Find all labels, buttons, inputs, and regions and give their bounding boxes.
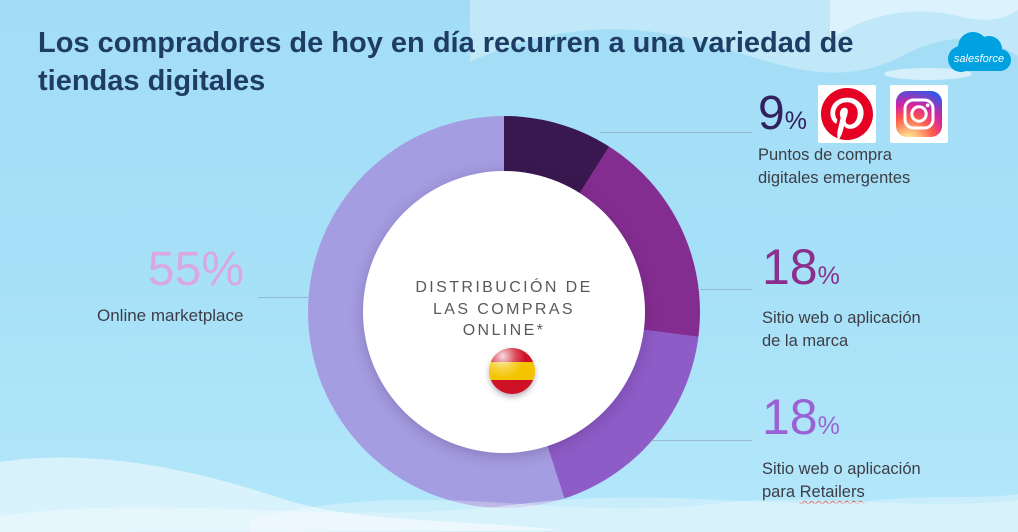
spain-flag-icon — [489, 348, 535, 394]
emergentes-label: Puntos de compra digitales emergentes — [758, 144, 978, 190]
marca-percent: 18% — [762, 242, 1002, 301]
marca-label-line1: Sitio web o aplicación — [762, 309, 921, 327]
emergentes-label-line1: Puntos de compra — [758, 146, 892, 164]
marketplace-percent: 55% — [147, 243, 244, 296]
instagram-icon — [890, 85, 948, 143]
callout-marketplace: 55% — [84, 246, 244, 294]
page-title: Los compradores de hoy en día recurren a… — [38, 24, 958, 100]
marca-label-line2: de la marca — [762, 332, 849, 350]
salesforce-logo-icon: salesforce — [948, 32, 1011, 72]
emergentes-percent: 9% — [758, 90, 807, 145]
emergentes-unit: % — [784, 107, 807, 135]
emergentes-value: 9 — [758, 87, 785, 140]
leader-line-marketplace — [258, 297, 308, 298]
center-label-line3: ONLINE* — [462, 322, 546, 339]
donut-hole — [363, 171, 645, 453]
leader-line-emergentes — [600, 132, 752, 133]
center-label-line1: DISTRIBUCIÓN DE — [415, 279, 593, 296]
leader-line-marca — [700, 289, 752, 290]
retailers-label: Sitio web o aplicación para Retailers — [762, 458, 1002, 504]
retailers-value: 18 — [762, 389, 818, 445]
retailers-label-line1: Sitio web o aplicación — [762, 460, 921, 478]
leader-line-retailers — [652, 440, 752, 441]
retailers-percent: 18% — [762, 392, 1002, 451]
marketplace-label: Online marketplace — [97, 306, 244, 325]
donut-chart: DISTRIBUCIÓN DE LAS COMPRAS ONLINE* — [308, 116, 700, 508]
marca-label: Sitio web o aplicación de la marca — [762, 307, 1002, 353]
salesforce-wordmark: salesforce — [954, 53, 1004, 65]
marca-value: 18 — [762, 239, 818, 295]
donut-center-label: DISTRIBUCIÓN DE LAS COMPRAS ONLINE* — [364, 277, 644, 342]
page-title-line1: Los compradores de hoy en día recurren a… — [38, 27, 854, 59]
callout-retailers: 18% Sitio web o aplicación para Retailer… — [762, 392, 1002, 504]
retailers-misspelled-word: Retailers — [799, 483, 865, 501]
center-label-line2: LAS COMPRAS — [433, 300, 575, 318]
retailers-label-line2-prefix: para — [762, 483, 796, 501]
page-title-line2: tiendas digitales — [38, 65, 266, 97]
callout-marca: 18% Sitio web o aplicación de la marca — [762, 242, 1002, 353]
marca-unit: % — [817, 262, 840, 290]
retailers-unit: % — [817, 412, 840, 440]
emergentes-label-line2: digitales emergentes — [758, 169, 911, 187]
retailers-label-line2: para Retailers — [762, 481, 1002, 504]
pinterest-icon — [818, 85, 876, 143]
